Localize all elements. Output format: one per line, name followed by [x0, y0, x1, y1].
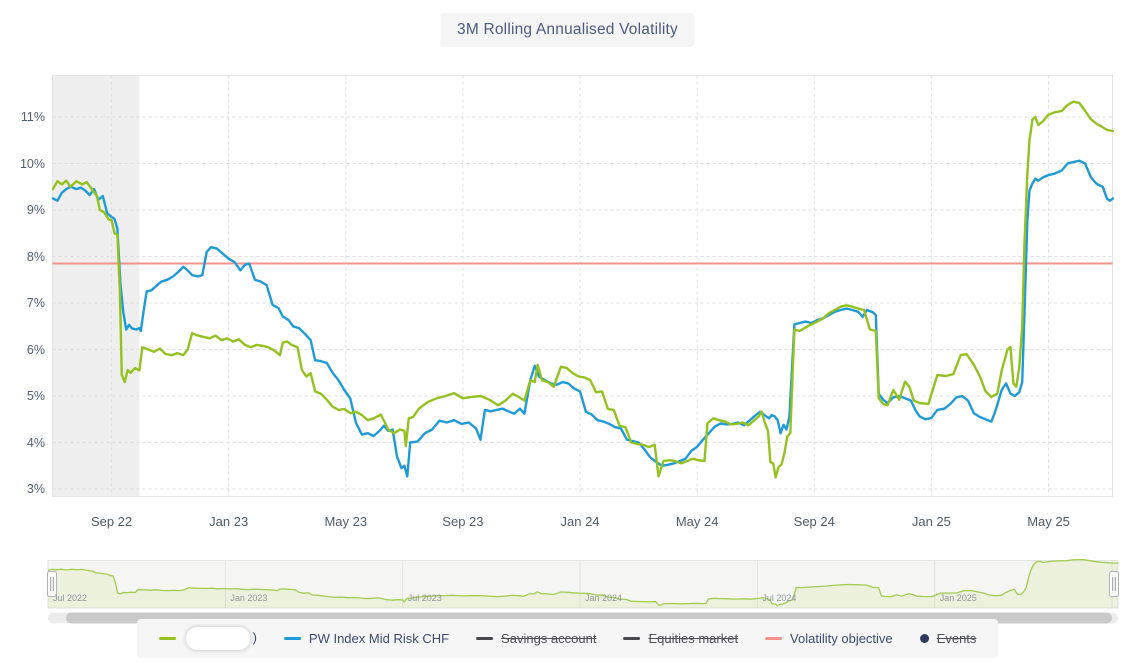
y-axis-label: 11%: [20, 110, 45, 124]
series-dash-icon: [476, 637, 494, 640]
legend-item-label: Savings account: [501, 631, 597, 646]
past-period-band: [52, 75, 140, 497]
x-axis-label: Jan 23: [209, 514, 249, 529]
legend-label-suffix: ): [252, 629, 257, 645]
navigator-right-handle[interactable]: [1109, 571, 1119, 597]
legend: ) PW Index Mid Risk CHF Savings account Equ…: [136, 619, 999, 658]
events-dot-icon: [919, 634, 929, 643]
y-axis-label: 4%: [26, 435, 45, 450]
x-axis-label: May 25: [1027, 514, 1070, 529]
x-axis-label: Jan 24: [560, 514, 600, 529]
range-navigator[interactable]: [47, 558, 1119, 609]
legend-item-volatility-objective[interactable]: Volatility objective: [765, 631, 893, 646]
navigator-series-line: [47, 558, 1119, 607]
navigator-track[interactable]: [47, 560, 1119, 609]
legend-item-pw-index-mid-risk-chf[interactable]: PW Index Mid Risk CHF: [283, 631, 450, 646]
navigator-date-label: Jan 2025: [939, 593, 977, 603]
legend-item-portfolio-redacted[interactable]: ): [158, 627, 257, 650]
legend-item-label: Equities market: [648, 631, 739, 646]
redaction-blob: [185, 627, 250, 650]
legend-item-label: ): [184, 627, 257, 650]
navigator-date-label: Jan 2023: [230, 593, 268, 603]
gridlines: [52, 75, 1113, 497]
legend-item-equities-market[interactable]: Equities market: [623, 631, 738, 646]
highlight-band: [52, 75, 140, 497]
y-axis-label: 8%: [26, 249, 45, 264]
series-lines: [51, 100, 1115, 479]
series-portfolio-line: [51, 100, 1115, 479]
series-dash-icon: [283, 637, 301, 640]
series-pw-index-line: [51, 159, 1115, 478]
y-axis-label: 6%: [26, 342, 45, 357]
legend-item-label: Events: [936, 631, 977, 646]
navigator-date-label: Jul 2023: [407, 593, 442, 603]
x-axis-label: May 24: [675, 514, 719, 529]
y-axis-label: 5%: [26, 389, 45, 403]
navigator-date-label: Jul 2022: [53, 593, 88, 603]
legend-item-events[interactable]: Events: [919, 631, 977, 646]
navigator-date-label: Jul 2024: [762, 593, 797, 603]
series-dash-icon: [158, 637, 176, 640]
navigator-area-fill: [48, 559, 1118, 608]
legend-item-savings-account[interactable]: Savings account: [476, 631, 596, 646]
x-axis-label: Sep 22: [90, 514, 133, 529]
navigator-left-handle[interactable]: [47, 571, 57, 597]
plot-border: [52, 75, 1113, 497]
x-axis-label: Jan 25: [911, 514, 951, 529]
x-axis-label: Sep 24: [793, 514, 835, 529]
navigator-date-label: Jan 2024: [585, 593, 623, 603]
y-axis-label: 9%: [26, 203, 45, 217]
y-axis-label: 3%: [26, 482, 45, 496]
legend-item-label: Volatility objective: [790, 631, 893, 646]
x-axis-label: May 23: [324, 514, 368, 529]
legend-item-label: PW Index Mid Risk CHF: [308, 631, 450, 646]
chart-title: 3M Rolling Annualised Volatility: [440, 13, 695, 47]
series-dash-icon: [765, 637, 783, 640]
x-axis-label: Sep 23: [442, 514, 484, 529]
y-axis-label: 7%: [26, 296, 45, 310]
y-axis-label: 10%: [19, 156, 45, 171]
series-dash-icon: [623, 637, 641, 640]
